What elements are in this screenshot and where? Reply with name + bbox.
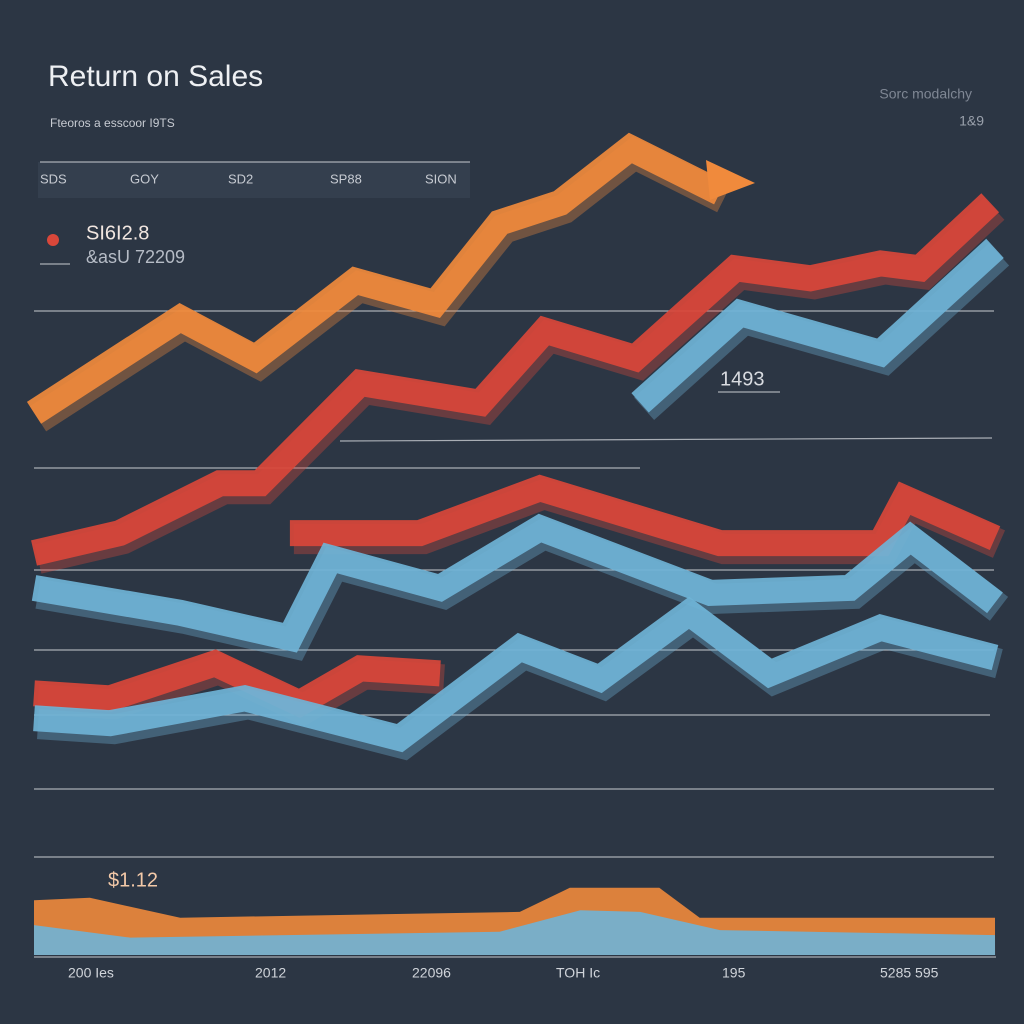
x-tick-label: 195 xyxy=(722,965,746,981)
corner-label: Sorc modalchy xyxy=(879,86,972,102)
grid-line xyxy=(339,437,993,442)
annotation: SI6I2.8 xyxy=(86,222,149,244)
marker-icon xyxy=(47,234,59,246)
line xyxy=(31,193,1000,566)
corner-value: 1&9 xyxy=(959,113,984,129)
line xyxy=(289,474,1001,557)
x-tick-label: 22096 xyxy=(412,965,451,981)
annotation: 1493 xyxy=(720,368,765,390)
line xyxy=(31,513,1003,653)
header-band xyxy=(38,162,470,198)
chart-subtitle: Fteoros a esscoor I9TS xyxy=(50,116,175,130)
x-tick-label: TOH Ic xyxy=(556,965,600,981)
x-tick-label: 5285 595 xyxy=(880,965,939,981)
series-group xyxy=(26,132,1010,955)
line xyxy=(26,132,726,424)
arrow-head xyxy=(706,160,755,200)
header-label: SD2 xyxy=(228,171,253,186)
x-tick-label: 2012 xyxy=(255,965,286,981)
x-tick-label: 200 Ies xyxy=(68,965,114,981)
header-label: GOY xyxy=(130,171,159,186)
line xyxy=(631,238,1004,413)
line xyxy=(33,649,441,718)
annotation: $1.12 xyxy=(108,869,158,891)
header-label: SION xyxy=(425,171,457,186)
chart-title: Return on Sales xyxy=(48,60,263,93)
annotation: &asU 72209 xyxy=(86,247,185,267)
area xyxy=(34,910,996,955)
header-label: SDS xyxy=(40,171,67,186)
header-label: SP88 xyxy=(330,171,362,186)
line xyxy=(33,596,999,753)
